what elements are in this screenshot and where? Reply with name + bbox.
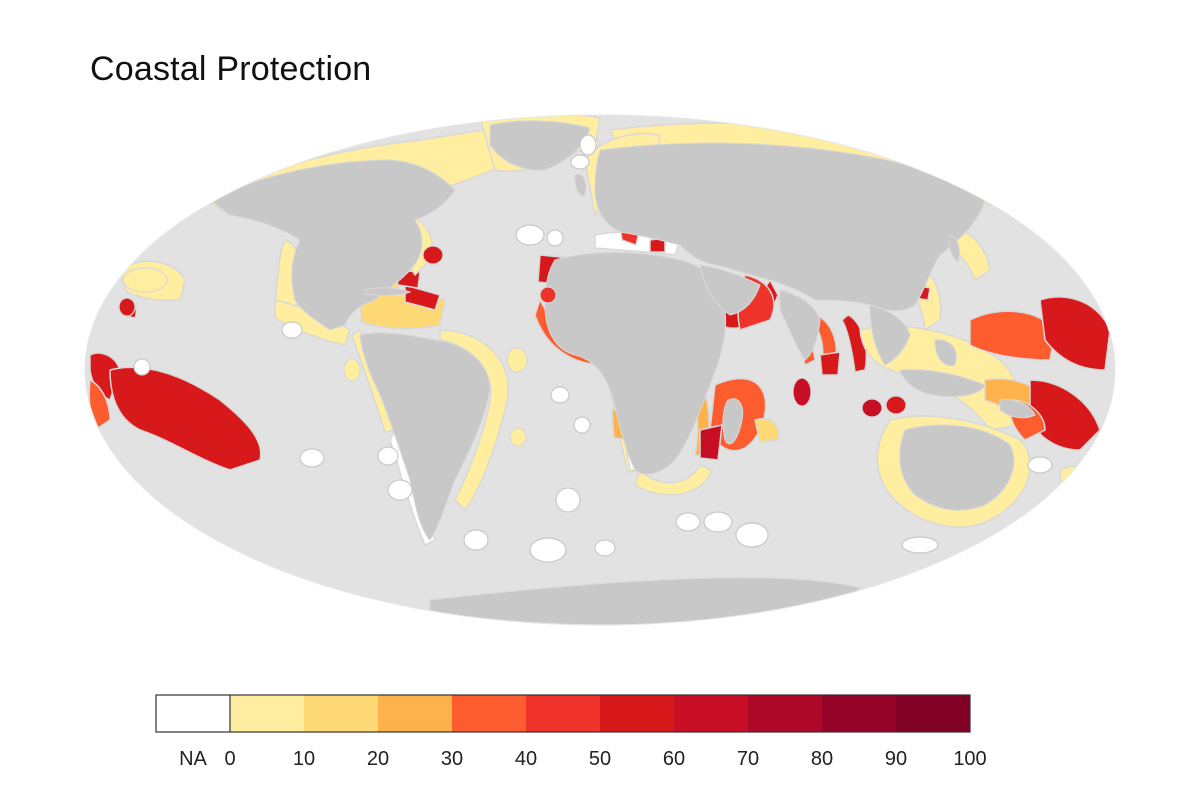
eez-sri-lanka	[819, 351, 841, 376]
land	[209, 120, 1083, 625]
land-uk	[574, 173, 587, 197]
land-indonesia	[899, 369, 986, 398]
na-patch	[573, 416, 591, 434]
globe-outline	[84, 114, 1116, 626]
na-patch	[703, 511, 733, 533]
eez-caribbean-red	[404, 284, 441, 311]
land-eurasia	[594, 142, 986, 312]
eez-maldives-north	[792, 377, 812, 407]
land-new-guinea	[999, 399, 1036, 419]
eez-mascarene	[754, 418, 780, 443]
legend-swatch-60-70	[674, 695, 748, 732]
eez-bermuda	[122, 267, 168, 293]
eez-st-helena	[539, 286, 557, 304]
eez-hawaii-west	[118, 297, 136, 317]
na-patch	[1027, 456, 1053, 474]
land-india	[779, 289, 821, 361]
na-patch	[901, 536, 939, 554]
na-patch	[463, 529, 489, 551]
na-patch	[735, 522, 769, 548]
eez-micronesia-red	[1039, 296, 1111, 371]
na-patch	[555, 487, 581, 513]
na-patch	[515, 224, 545, 246]
land-greenland	[489, 120, 591, 171]
land-north-america	[209, 159, 456, 331]
na-patch	[299, 448, 325, 468]
legend-border	[155, 694, 971, 733]
na-patch	[579, 134, 597, 156]
land-africa	[544, 252, 727, 475]
land-japan	[949, 234, 961, 263]
land-arabia	[699, 264, 761, 316]
na-patches	[133, 134, 1053, 563]
eez-galapagos	[343, 358, 361, 382]
land-australia	[899, 424, 1015, 511]
na-patch	[387, 479, 413, 501]
legend-color-bar	[155, 694, 971, 733]
na-patch	[546, 229, 564, 247]
eez-new-zealand	[1059, 465, 1101, 506]
land-new-zealand	[1069, 479, 1083, 499]
na-patch	[281, 321, 303, 339]
land-madagascar	[722, 398, 744, 445]
eez-cape-verde	[506, 347, 528, 373]
eez-chagos-a	[861, 398, 883, 418]
eez-south-africa	[634, 464, 713, 496]
map-title: Coastal Protection	[90, 50, 372, 88]
na-patch	[594, 539, 616, 557]
land-south-america	[359, 332, 491, 541]
na-patch	[675, 512, 701, 532]
legend-swatch-0-10	[230, 695, 304, 732]
na-patch	[377, 446, 399, 466]
na-patch	[550, 386, 570, 404]
legend-swatch-50-60	[600, 695, 674, 732]
legend-swatch-na	[156, 695, 230, 732]
eez-polynesia	[109, 366, 262, 471]
legend-swatch-30-40	[452, 695, 526, 732]
na-patch	[133, 358, 151, 376]
land-southeast-asia	[869, 304, 911, 366]
eez-mozambique	[699, 424, 723, 461]
legend-swatch-70-80	[748, 695, 822, 732]
legend-swatch-20-30	[378, 695, 452, 732]
eez-ascension	[509, 427, 527, 447]
na-patch	[529, 537, 567, 563]
eez-azores	[422, 245, 444, 265]
legend-swatch-80-90	[822, 695, 896, 732]
eez-chagos-b	[885, 395, 907, 415]
legend-swatch-40-50	[526, 695, 600, 732]
eez-micronesia-orange	[969, 310, 1056, 361]
red-patches	[118, 245, 907, 447]
land-borneo	[934, 339, 957, 367]
legend-swatch-90-100	[896, 695, 970, 732]
na-patch	[570, 154, 590, 170]
legend-swatch-10-20	[304, 695, 378, 732]
land-cuba	[364, 287, 412, 296]
